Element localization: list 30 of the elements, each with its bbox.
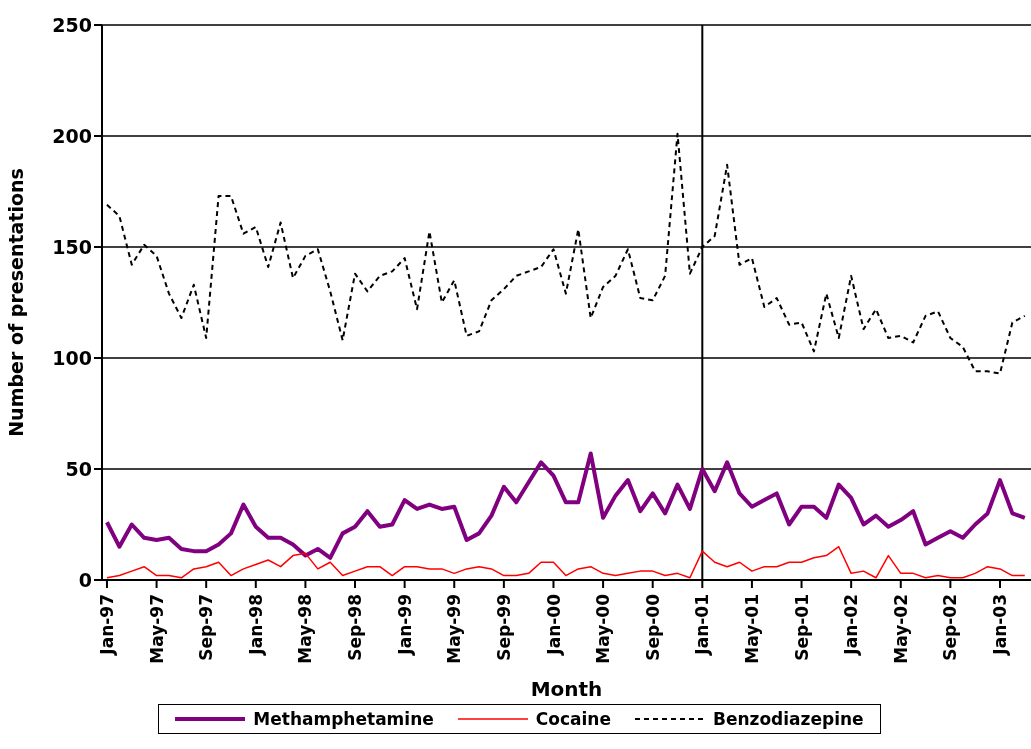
y-tick-label: 100: [52, 346, 92, 369]
legend-label: Methamphetamine: [253, 709, 434, 729]
x-tick-label: Jan-02: [841, 594, 862, 656]
y-tick-label: 50: [65, 457, 92, 480]
x-tick-label: Jan-03: [990, 594, 1011, 656]
x-tick-label: Sep-98: [345, 594, 366, 661]
x-tick-label: Sep-01: [791, 594, 812, 661]
legend-label: Cocaine: [535, 709, 611, 729]
x-tick-label: Jan-99: [394, 594, 415, 656]
x-tick-label: Sep-97: [196, 594, 217, 661]
x-axis-title: Month: [530, 677, 603, 701]
x-tick-label: Sep-00: [642, 593, 663, 661]
legend-label: Benzodiazepine: [712, 709, 864, 729]
x-tick-label: Sep-99: [493, 594, 514, 661]
x-tick-label: May-99: [444, 594, 465, 664]
y-tick-label: 250: [52, 13, 92, 36]
x-tick-label: Jan-97: [97, 594, 118, 656]
y-tick-label: 200: [52, 124, 92, 147]
x-tick-label: Jan-01: [692, 594, 713, 656]
x-tick-label: Sep-02: [940, 594, 961, 661]
y-axis-title: Number of presentations: [4, 168, 27, 437]
x-tick-label: May-00: [593, 593, 614, 664]
x-tick-label: Jan-98: [245, 594, 266, 656]
x-tick-label: Jan-00: [543, 593, 564, 656]
x-tick-label: May-02: [890, 594, 911, 664]
y-tick-label: 150: [52, 235, 92, 258]
y-tick-label: 0: [78, 568, 92, 591]
x-tick-label: May-01: [742, 594, 762, 664]
x-tick-label: May-98: [295, 594, 316, 664]
x-tick-label: May-97: [146, 594, 167, 664]
